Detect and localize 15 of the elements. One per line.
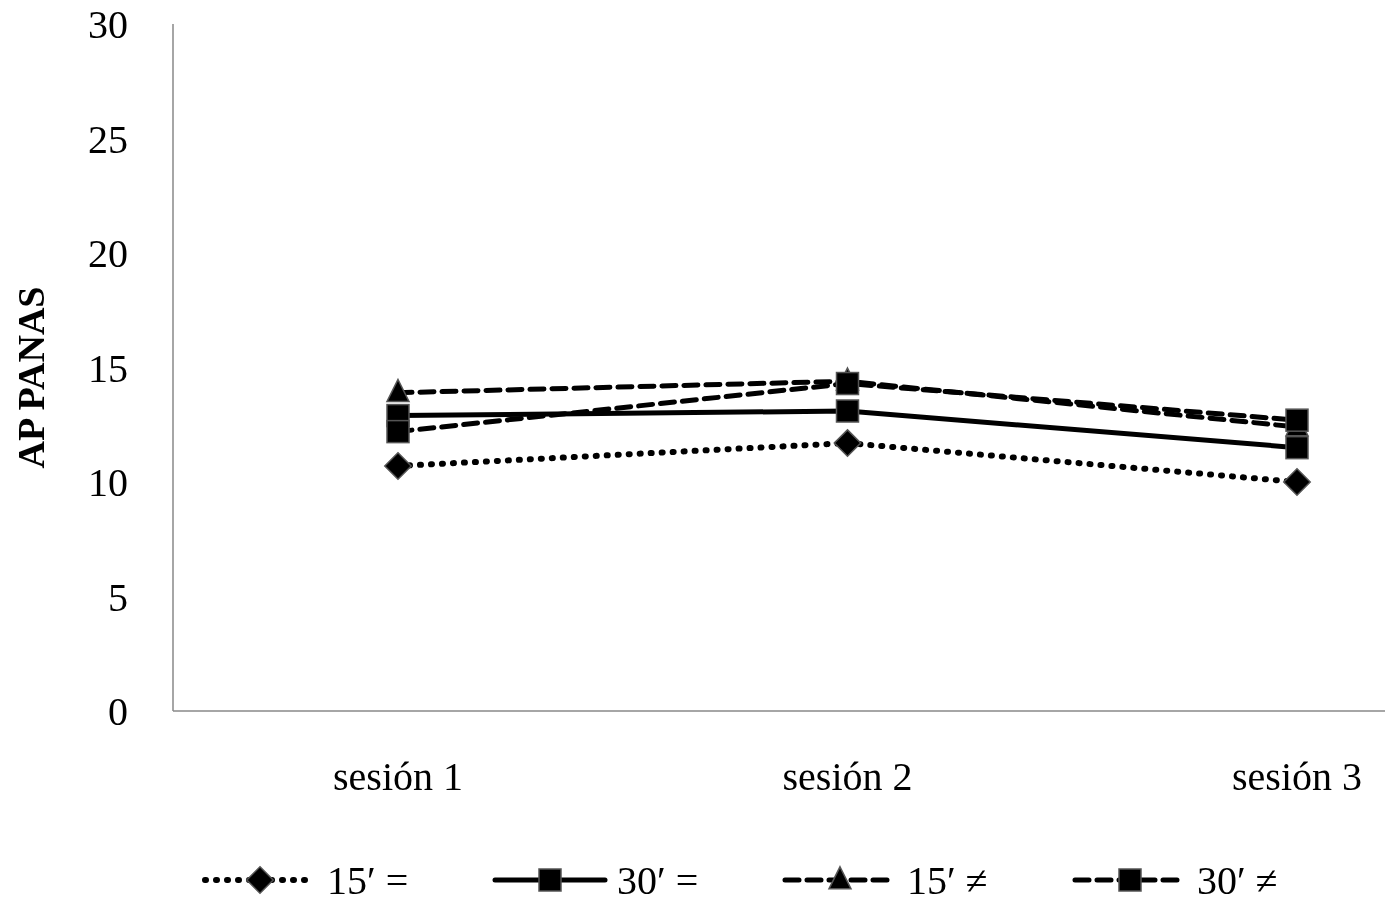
y-axis-title: AP PANAS bbox=[10, 286, 52, 469]
legend-label: 15′ ≠ bbox=[907, 858, 988, 903]
legend-label: 30′ = bbox=[617, 858, 699, 903]
x-tick-label: sesión 3 bbox=[1232, 754, 1362, 799]
legend-label: 15′ = bbox=[327, 858, 409, 903]
y-tick-label: 0 bbox=[108, 689, 128, 734]
x-tick-label: sesión 2 bbox=[782, 754, 913, 799]
y-tick-label: 5 bbox=[108, 574, 128, 620]
x-tick-label: sesión 1 bbox=[333, 754, 463, 799]
y-tick-label: 25 bbox=[88, 116, 128, 162]
y-tick-label: 15 bbox=[88, 345, 128, 391]
legend-label: 30′ ≠ bbox=[1197, 858, 1278, 903]
y-tick-label: 30 bbox=[88, 2, 128, 47]
y-tick-label: 10 bbox=[88, 460, 128, 505]
y-tick-label: 20 bbox=[88, 231, 128, 276]
